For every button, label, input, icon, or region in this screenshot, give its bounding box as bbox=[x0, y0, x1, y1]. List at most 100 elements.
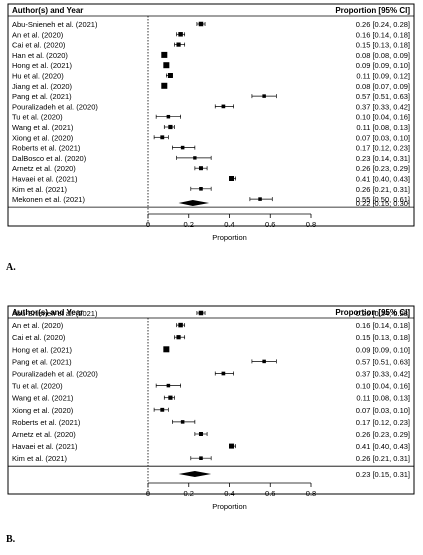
point-estimate-a bbox=[198, 166, 203, 171]
estimate-label-a: 0.26 [0.23, 0.29] bbox=[356, 164, 410, 173]
x-axis-label-b: Proportion bbox=[212, 502, 247, 511]
estimate-label-a: 0.08 [0.08, 0.09] bbox=[356, 51, 410, 60]
study-name-b: Tu et al. (2020) bbox=[12, 382, 63, 391]
header-estimate-b: Proportion [95% CI] bbox=[335, 308, 410, 317]
estimate-label-a: 0.26 [0.21, 0.31] bbox=[356, 185, 410, 194]
study-name-b: Pouralizadeh et al. (2020) bbox=[12, 370, 98, 379]
x-tick-label-a: 0.8 bbox=[306, 220, 316, 229]
estimate-label-a: 0.10 [0.04, 0.16] bbox=[356, 113, 410, 122]
study-name-a: An et al. (2020) bbox=[12, 30, 64, 39]
study-name-b: Arnetz et al. (2020) bbox=[12, 430, 76, 439]
estimate-label-a: 0.08 [0.07, 0.09] bbox=[356, 82, 410, 91]
estimate-label-a: 0.16 [0.14, 0.18] bbox=[356, 30, 410, 39]
estimate-label-a: 0.57 [0.51, 0.63] bbox=[356, 92, 410, 101]
point-estimate-b bbox=[178, 322, 183, 328]
point-estimate-a bbox=[229, 176, 235, 181]
x-tick-label-b: 0.8 bbox=[306, 489, 316, 498]
study-name-b: Cai et al. (2020) bbox=[12, 333, 66, 342]
point-estimate-b bbox=[163, 346, 170, 353]
point-estimate-a bbox=[167, 73, 173, 78]
header-study-b: Author(s) and Year bbox=[12, 308, 83, 317]
study-name-a: DalBosco et al. (2020) bbox=[12, 154, 87, 163]
point-estimate-b bbox=[198, 432, 203, 436]
study-name-a: Xiong et al. (2020) bbox=[12, 133, 74, 142]
point-estimate-b bbox=[262, 359, 266, 364]
estimate-label-b: 0.37 [0.33, 0.42] bbox=[356, 370, 410, 379]
point-estimate-b bbox=[176, 335, 181, 340]
x-tick-label-a: 0 bbox=[146, 220, 150, 229]
point-estimate-b bbox=[168, 395, 173, 400]
x-axis-label-a: Proportion bbox=[212, 233, 247, 242]
study-name-a: Cai et al. (2020) bbox=[12, 41, 66, 50]
point-estimate-a bbox=[199, 187, 203, 191]
x-tick-label-a: 0.2 bbox=[184, 220, 194, 229]
estimate-label-b: 0.11 [0.08, 0.13] bbox=[356, 394, 410, 403]
study-name-b: Pang et al. (2021) bbox=[12, 357, 72, 366]
point-estimate-b bbox=[198, 310, 204, 316]
point-estimate-a bbox=[178, 32, 183, 37]
estimate-label-a: 0.11 [0.08, 0.13] bbox=[356, 123, 410, 132]
x-tick-label-b: 0 bbox=[146, 489, 150, 498]
x-tick-label-b: 0.6 bbox=[265, 489, 275, 498]
study-name-a: Mekonen et al. (2021) bbox=[12, 195, 85, 204]
study-name-a: Hong et al. (2021) bbox=[12, 61, 73, 70]
point-estimate-a bbox=[161, 51, 168, 58]
point-estimate-a bbox=[168, 124, 173, 130]
study-name-b: Abu-Snieneh et al. (2021) bbox=[12, 309, 98, 318]
point-estimate-b bbox=[229, 443, 235, 449]
estimate-label-b: 0.26 [0.23, 0.29] bbox=[356, 430, 410, 439]
estimate-label-a: 0.17 [0.12, 0.23] bbox=[356, 144, 410, 153]
study-name-a: Wang et al. (2021) bbox=[12, 123, 74, 132]
summary-diamond-b bbox=[178, 471, 212, 477]
estimate-label-b: 0.26 [0.21, 0.31] bbox=[356, 454, 410, 463]
estimate-label-b: 0.07 [0.03, 0.10] bbox=[356, 406, 410, 415]
estimate-label-a: 0.11 [0.09, 0.12] bbox=[356, 72, 410, 81]
summary-label-a: 0.22 [0.15, 0.30] bbox=[356, 199, 410, 208]
study-name-a: Arnetz et al. (2020) bbox=[12, 164, 76, 173]
panel-frame-b bbox=[7, 305, 415, 495]
point-estimate-a bbox=[166, 114, 171, 119]
study-name-b: Wang et al. (2021) bbox=[12, 394, 74, 403]
study-name-a: Pouralizadeh et al. (2020) bbox=[12, 102, 98, 111]
study-name-a: Pang et al. (2021) bbox=[12, 92, 72, 101]
study-name-a: Abu-Snieneh et al. (2021) bbox=[12, 20, 98, 29]
estimate-label-a: 0.15 [0.13, 0.18] bbox=[356, 41, 410, 50]
header-study-a: Author(s) and Year bbox=[12, 6, 83, 15]
study-name-b: Kim et al. (2021) bbox=[12, 454, 68, 463]
point-estimate-a bbox=[176, 42, 181, 47]
point-estimate-b bbox=[221, 371, 226, 376]
point-estimate-a bbox=[221, 104, 226, 109]
summary-diamond-a bbox=[178, 200, 210, 206]
point-estimate-a bbox=[163, 62, 170, 69]
x-tick-label-b: 0.2 bbox=[184, 489, 194, 498]
estimate-label-a: 0.41 [0.40, 0.43] bbox=[356, 175, 410, 184]
point-estimate-a bbox=[198, 21, 204, 27]
estimate-label-b: 0.15 [0.13, 0.18] bbox=[356, 333, 410, 342]
estimate-label-a: 0.23 [0.14, 0.31] bbox=[356, 154, 410, 163]
study-name-b: Havaei et al. (2021) bbox=[12, 442, 78, 451]
point-estimate-b bbox=[180, 420, 185, 424]
estimate-label-a: 0.26 [0.24, 0.28] bbox=[356, 20, 410, 29]
x-tick-label-a: 0.4 bbox=[224, 220, 234, 229]
estimate-label-b: 0.16 [0.14, 0.18] bbox=[356, 321, 410, 330]
x-tick-label-b: 0.4 bbox=[224, 489, 234, 498]
point-estimate-a bbox=[258, 197, 262, 201]
estimate-label-b: 0.09 [0.09, 0.10] bbox=[356, 345, 410, 354]
point-estimate-a bbox=[161, 82, 168, 89]
point-estimate-b bbox=[160, 407, 165, 412]
point-estimate-b bbox=[166, 383, 171, 388]
point-estimate-a bbox=[180, 145, 185, 150]
point-estimate-a bbox=[160, 135, 165, 140]
estimate-label-a: 0.07 [0.03, 0.10] bbox=[356, 133, 410, 142]
estimate-label-a: 0.55 [0.50, 0.61] bbox=[356, 195, 410, 204]
study-name-b: An et al. (2020) bbox=[12, 321, 64, 330]
estimate-label-b: 0.41 [0.40, 0.43] bbox=[356, 442, 410, 451]
study-name-a: Hu et al. (2020) bbox=[12, 72, 64, 81]
study-name-a: Roberts et al. (2021) bbox=[12, 144, 81, 153]
study-name-a: Han et al. (2020) bbox=[12, 51, 68, 60]
study-name-b: Hong et al. (2021) bbox=[12, 345, 73, 354]
point-estimate-a bbox=[193, 156, 197, 160]
study-name-a: Jiang et al. (2020) bbox=[12, 82, 73, 91]
